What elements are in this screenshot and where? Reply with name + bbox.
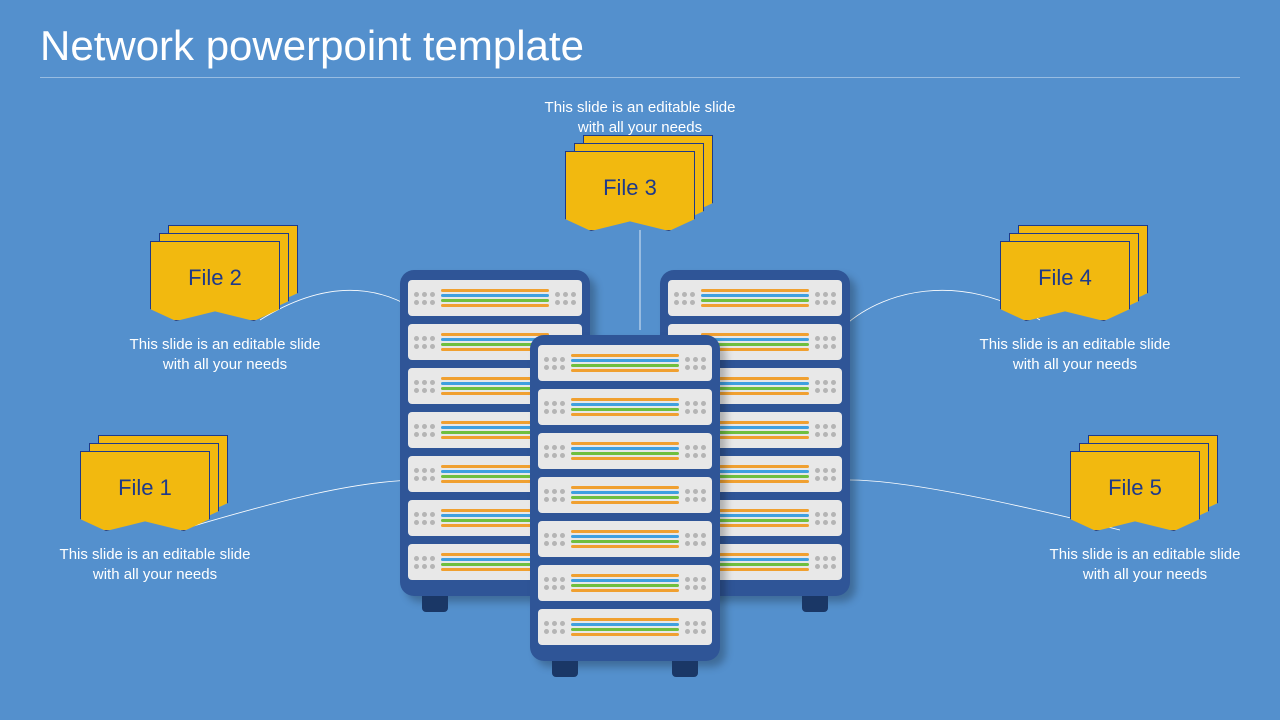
rack-lines [571,486,679,504]
file-description: This slide is an editable slide with all… [970,335,1180,376]
rack-lines [441,289,549,307]
rack-lines [571,618,679,636]
rack-dots [414,556,435,569]
file-description: This slide is an editable slide with all… [535,98,745,139]
rack-dots [414,512,435,525]
rack-dots [815,380,836,393]
server-cluster [400,270,880,690]
rack-dots [685,577,706,590]
file1-node: File 1 [80,435,230,530]
rack-unit [538,477,712,513]
rack-dots [815,556,836,569]
rack-dots [685,533,706,546]
rack-dots [685,357,706,370]
file-label: File 2 [150,265,280,291]
rack-unit [538,345,712,381]
rack-dots [815,292,836,305]
rack-dots [544,357,565,370]
file3-node: File 3 [565,135,715,230]
rack-unit [538,389,712,425]
file-stack-icon: File 5 [1070,435,1220,530]
file2-node: File 2 [150,225,300,320]
slide: Network powerpoint template File 1 This s… [0,0,1280,720]
file-label: File 5 [1070,475,1200,501]
file-label: File 1 [80,475,210,501]
rack-unit [408,280,582,316]
file-description: This slide is an editable slide with all… [1040,545,1250,586]
rack-dots [544,533,565,546]
rack-lines [571,574,679,592]
rack-lines [571,398,679,416]
server-foot [552,661,578,677]
rack-dots [414,424,435,437]
rack-lines [571,530,679,548]
file4-node: File 4 [1000,225,1150,320]
rack-dots [414,380,435,393]
rack-dots [685,489,706,502]
rack-unit [538,609,712,645]
server-rack [530,335,720,661]
file5-node: File 5 [1070,435,1220,530]
rack-dots [815,336,836,349]
rack-dots [544,445,565,458]
rack-dots [544,489,565,502]
file-description: This slide is an editable slide with all… [50,545,260,586]
file-label: File 3 [565,175,695,201]
file-stack-icon: File 4 [1000,225,1150,320]
title-rule [40,77,1240,78]
rack-dots [685,621,706,634]
file-stack-icon: File 1 [80,435,230,530]
rack-dots [815,512,836,525]
rack-dots [674,292,695,305]
rack-unit [668,280,842,316]
rack-lines [571,442,679,460]
rack-lines [701,289,809,307]
server-foot [802,596,828,612]
rack-unit [538,521,712,557]
server-foot [672,661,698,677]
file-description: This slide is an editable slide with all… [120,335,330,376]
rack-dots [544,621,565,634]
rack-dots [555,292,576,305]
slide-title: Network powerpoint template [40,22,584,70]
rack-dots [685,401,706,414]
rack-dots [685,445,706,458]
rack-dots [815,468,836,481]
server-foot [422,596,448,612]
rack-dots [815,424,836,437]
rack-lines [571,354,679,372]
rack-dots [544,401,565,414]
file-stack-icon: File 2 [150,225,300,320]
rack-dots [544,577,565,590]
rack-dots [414,468,435,481]
rack-unit [538,565,712,601]
file-stack-icon: File 3 [565,135,715,230]
rack-unit [538,433,712,469]
rack-dots [414,336,435,349]
file-label: File 4 [1000,265,1130,291]
rack-dots [414,292,435,305]
